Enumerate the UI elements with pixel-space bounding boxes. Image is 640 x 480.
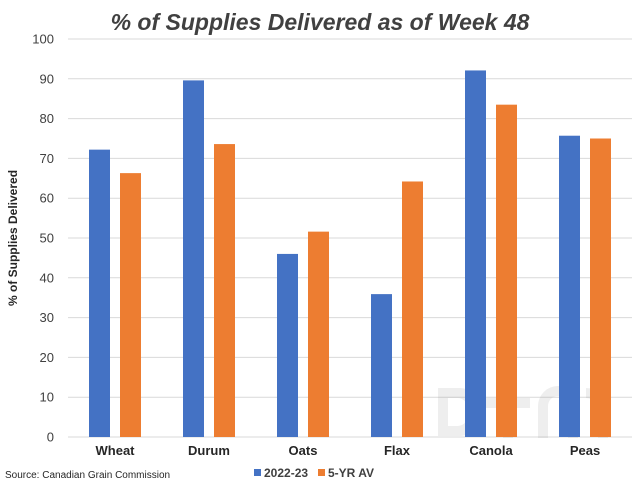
y-tick-label: 40 xyxy=(40,270,54,285)
bar-wheat-5yr-av xyxy=(120,173,141,437)
x-category-label: Flax xyxy=(384,443,411,458)
x-category-labels: Wheat Durum Oats Flax Canola Peas xyxy=(96,443,601,458)
bar-durum-5yr-av xyxy=(214,144,235,437)
bar-peas-5yr-av xyxy=(590,138,611,437)
y-tick-label: 90 xyxy=(40,71,54,86)
x-category-label: Durum xyxy=(188,443,230,458)
y-tick-label: 80 xyxy=(40,111,54,126)
y-tick-label: 10 xyxy=(40,390,54,405)
y-tick-label: 20 xyxy=(40,350,54,365)
legend: 2022-23 5-YR AV xyxy=(254,466,374,480)
x-category-label: Peas xyxy=(570,443,600,458)
source-note: Source: Canadian Grain Commission xyxy=(5,470,170,480)
y-tick-label: 70 xyxy=(40,151,54,166)
bar-oats-5yr-av xyxy=(308,231,329,437)
y-tick-label: 100 xyxy=(32,32,54,47)
legend-swatch xyxy=(318,469,325,476)
bar-oats-2022-23 xyxy=(277,253,298,437)
bar-durum-2022-23 xyxy=(183,80,204,437)
bar-canola-2022-23 xyxy=(465,70,486,437)
legend-label: 5-YR AV xyxy=(328,466,374,480)
y-tick-label: 0 xyxy=(47,430,54,445)
y-tick-label: 60 xyxy=(40,191,54,206)
y-axis-label: % of Supplies Delivered xyxy=(6,170,20,306)
y-tick-label: 30 xyxy=(40,310,54,325)
dtn-watermark xyxy=(438,386,608,438)
bar-flax-5yr-av xyxy=(402,181,423,437)
bar-flax-2022-23 xyxy=(371,294,392,437)
x-category-label: Canola xyxy=(469,443,513,458)
gridlines xyxy=(68,38,632,438)
x-category-label: Oats xyxy=(289,443,318,458)
y-tick-label: 50 xyxy=(40,231,54,246)
legend-label: 2022-23 xyxy=(264,466,308,480)
x-category-label: Wheat xyxy=(96,443,136,458)
legend-swatch xyxy=(254,469,261,476)
y-tick-labels: 0 10 20 30 40 50 60 70 80 90 100 xyxy=(32,32,54,445)
bar-canola-5yr-av xyxy=(496,104,517,438)
bar-peas-2022-23 xyxy=(559,135,580,438)
bars xyxy=(89,70,611,438)
chart-title: % of Supplies Delivered as of Week 48 xyxy=(111,9,530,35)
bar-wheat-2022-23 xyxy=(89,149,110,438)
